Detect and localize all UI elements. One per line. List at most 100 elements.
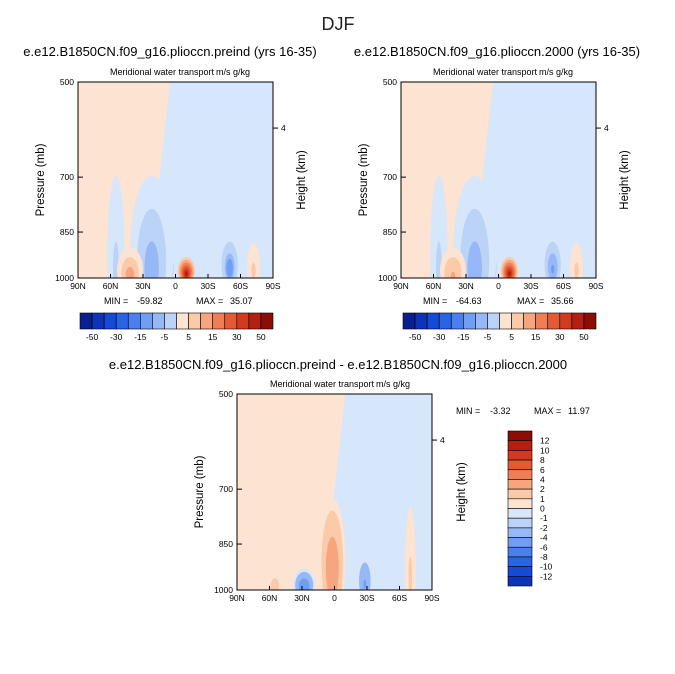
colorbar-swatch [115, 312, 129, 330]
colorbar-label: 50 [256, 332, 266, 342]
y2-tick-label: 4 [440, 435, 445, 445]
panel-1-colorbar: -50 -30 -15 -5 5 15 30 50 [79, 312, 274, 342]
contour-band [507, 271, 511, 276]
panel-3-title: Meridional water transport [270, 379, 375, 389]
x-tick-label: 30N [294, 593, 310, 603]
colorbar-swatch [507, 450, 533, 461]
panel-2-title: Meridional water transport [433, 67, 538, 77]
colorbar-swatch [103, 312, 117, 330]
y2-tick-label: 4 [281, 123, 286, 133]
y-tick-label: 1000 [214, 585, 233, 595]
colorbar-swatch [507, 459, 533, 471]
colorbar-swatch [463, 312, 476, 330]
x-tick-label: 90S [424, 593, 439, 603]
contour-band [471, 257, 479, 278]
x-tick-label: 0 [173, 281, 178, 291]
colorbar-swatch [507, 527, 533, 538]
colorbar-label: -30 [433, 332, 446, 342]
y-tick-label: 700 [383, 172, 397, 182]
colorbar-swatch [507, 566, 533, 577]
colorbar-swatch [507, 498, 533, 509]
panel-2-units: m/s g/kg [539, 67, 573, 77]
colorbar-swatch [507, 469, 533, 480]
y-tick-label: 850 [60, 227, 74, 237]
colorbar-swatch [523, 312, 536, 330]
colorbar-swatch [511, 312, 524, 330]
panel-1-title: Meridional water transport [110, 67, 215, 77]
colorbar-swatch [200, 312, 213, 330]
panel-2-max-label: MAX = [517, 296, 544, 306]
panel-1-ylabel: Pressure (mb) [35, 143, 47, 216]
colorbar-label: 1 [540, 494, 545, 504]
colorbar-swatch [450, 312, 464, 330]
colorbar-swatch [507, 430, 533, 441]
y-tick-label: 850 [383, 227, 397, 237]
colorbar-label: -15 [457, 332, 470, 342]
contour-band [184, 271, 188, 276]
colorbar-swatch [164, 312, 177, 330]
colorbar-label: 6 [540, 465, 545, 475]
x-tick-label: 90S [265, 281, 280, 291]
x-tick-label: 90S [588, 281, 603, 291]
colorbar-label: -30 [110, 332, 123, 342]
panel-2-field [401, 82, 596, 278]
colorbar-label: -12 [540, 571, 553, 581]
contour-band [409, 568, 412, 589]
panel-2-case: e.e12.B1850CN.f09_g16.plioccn.2000 (yrs … [354, 44, 640, 59]
contour-band [252, 267, 255, 276]
panel-3-min-label: MIN = [456, 406, 480, 416]
contour-band [114, 257, 118, 278]
colorbar-label: -50 [86, 332, 99, 342]
panel-2-y2label: Height (km) [619, 150, 631, 210]
panel-2-ylabel: Pressure (mb) [358, 143, 370, 216]
colorbar-swatch [236, 312, 250, 330]
field-background-negative [323, 394, 432, 590]
x-tick-label: 60N [103, 281, 119, 291]
panel-1-y2label: Height (km) [296, 150, 308, 210]
panel-3-max-value: 11.97 [568, 406, 590, 416]
panel-3-y2label: Height (km) [456, 462, 468, 522]
colorbar-label: -2 [540, 523, 548, 533]
panel-3-case: e.e12.B1850CN.f09_g16.plioccn.preind - e… [109, 357, 567, 372]
colorbar-label: 15 [531, 332, 541, 342]
contour-band [450, 271, 456, 278]
panel-1-min-label: MIN = [104, 296, 128, 306]
figure-title: DJF [322, 14, 355, 34]
colorbar-swatch [507, 488, 533, 500]
x-tick-label: 30S [200, 281, 215, 291]
colorbar-swatch [499, 312, 512, 330]
panel-2-colorbar: -50 -30 -15 -5 5 15 30 50 [402, 312, 597, 342]
field-background-negative [148, 82, 273, 278]
panel-1: e.e12.B1850CN.f09_g16.plioccn.preind (yr… [23, 44, 316, 342]
colorbar-swatch [507, 576, 533, 587]
panel-1-units: m/s g/kg [216, 67, 250, 77]
colorbar-label: -1 [540, 513, 548, 523]
colorbar-swatch [224, 312, 238, 330]
colorbar-label: 30 [555, 332, 565, 342]
colorbar-swatch [212, 312, 226, 330]
y-tick-label: 1000 [378, 273, 397, 283]
colorbar-label: -5 [161, 332, 169, 342]
panel-2-min-label: MIN = [423, 296, 447, 306]
colorbar-swatch [91, 312, 105, 330]
panel-3-axes: 90N 60N 30N 0 30S 60S 90S 500 700 850 1000 4 [214, 389, 445, 603]
y2-tick-label: 4 [604, 123, 609, 133]
y-tick-label: 850 [219, 539, 233, 549]
colorbar-swatch [176, 312, 189, 330]
x-tick-label: 90N [70, 281, 86, 291]
colorbar-swatch [188, 312, 201, 330]
panel-3-stats: MIN = -3.32 MAX = 11.97 [456, 406, 590, 416]
panel-1-axes: 90N 60N 30N 0 30S 60S 90S 500 700 850 1000 4 [55, 77, 286, 291]
panel-3-field [237, 394, 432, 590]
colorbar-swatch [260, 312, 274, 330]
colorbar-label: 15 [208, 332, 218, 342]
x-tick-label: 60S [233, 281, 248, 291]
x-tick-label: 0 [496, 281, 501, 291]
colorbar-swatch [507, 508, 533, 519]
x-tick-label: 60N [426, 281, 442, 291]
contour-band [437, 257, 441, 278]
x-tick-label: 30S [359, 593, 374, 603]
colorbar-label: -5 [484, 332, 492, 342]
contour-band [127, 271, 133, 278]
